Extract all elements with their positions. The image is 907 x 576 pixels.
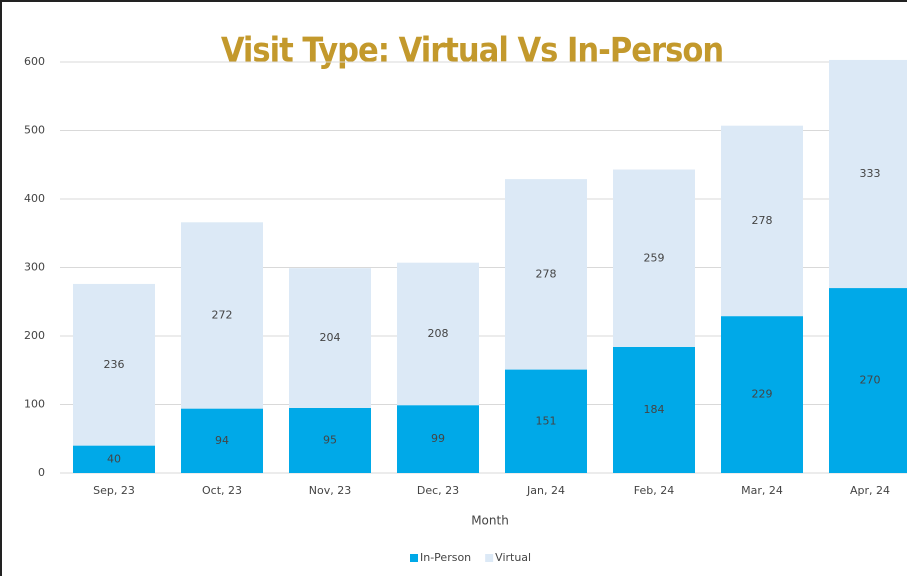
y-tick-label: 100 — [24, 398, 45, 411]
data-label: 236 — [104, 358, 125, 371]
data-label: 208 — [428, 327, 449, 340]
legend-swatch — [485, 554, 494, 562]
x-tick-label: Oct, 23 — [202, 484, 242, 497]
bar-segment — [505, 179, 587, 370]
bar-segment — [289, 407, 371, 473]
bar-segment — [181, 222, 263, 409]
y-tick-label: 300 — [24, 261, 45, 274]
y-tick-label: 400 — [24, 192, 45, 205]
legend-swatch — [410, 554, 418, 562]
bar-segment — [73, 445, 155, 473]
x-tick-label: Dec, 23 — [417, 484, 459, 497]
x-tick-label: Feb, 24 — [634, 484, 674, 497]
legend-label: Virtual — [495, 551, 531, 564]
bar-segment — [505, 369, 587, 473]
data-label: 204 — [320, 331, 341, 344]
data-label: 184 — [644, 403, 665, 416]
bar-segment — [73, 283, 155, 446]
x-tick-label: Mar, 24 — [741, 484, 783, 497]
bar-segment — [397, 405, 479, 473]
data-label: 99 — [431, 432, 445, 445]
bar-segment — [289, 268, 371, 408]
data-label: 278 — [752, 214, 773, 227]
data-label: 278 — [536, 267, 557, 280]
data-label: 94 — [215, 434, 229, 447]
x-tick-label: Sep, 23 — [93, 484, 135, 497]
y-tick-label: 200 — [24, 329, 45, 342]
data-label: 95 — [323, 433, 337, 446]
x-tick-label: Jan, 24 — [526, 484, 565, 497]
bar-segment — [613, 169, 695, 347]
y-tick-label: 600 — [24, 55, 45, 68]
bar-segment — [613, 346, 695, 473]
data-label: 270 — [860, 374, 881, 387]
data-label: 272 — [212, 308, 233, 321]
data-label: 229 — [752, 388, 773, 401]
bar-segment — [181, 408, 263, 473]
bar-segment — [397, 262, 479, 406]
bar-segment — [721, 316, 803, 473]
data-label: 151 — [536, 414, 557, 427]
bar-segment — [829, 59, 907, 289]
chart-title: Visit Type: Virtual Vs In-Person — [221, 31, 723, 71]
bar-segment — [721, 125, 803, 317]
y-tick-label: 500 — [24, 124, 45, 137]
legend-label: In-Person — [420, 551, 471, 564]
x-tick-label: Apr, 24 — [850, 484, 890, 497]
data-label: 333 — [860, 167, 881, 180]
x-axis-label: Month — [471, 514, 509, 528]
x-tick-label: Nov, 23 — [309, 484, 351, 497]
data-label: 259 — [644, 251, 665, 264]
bar-segment — [829, 288, 907, 473]
data-label: 40 — [107, 452, 121, 465]
y-tick-label: 0 — [38, 466, 45, 479]
